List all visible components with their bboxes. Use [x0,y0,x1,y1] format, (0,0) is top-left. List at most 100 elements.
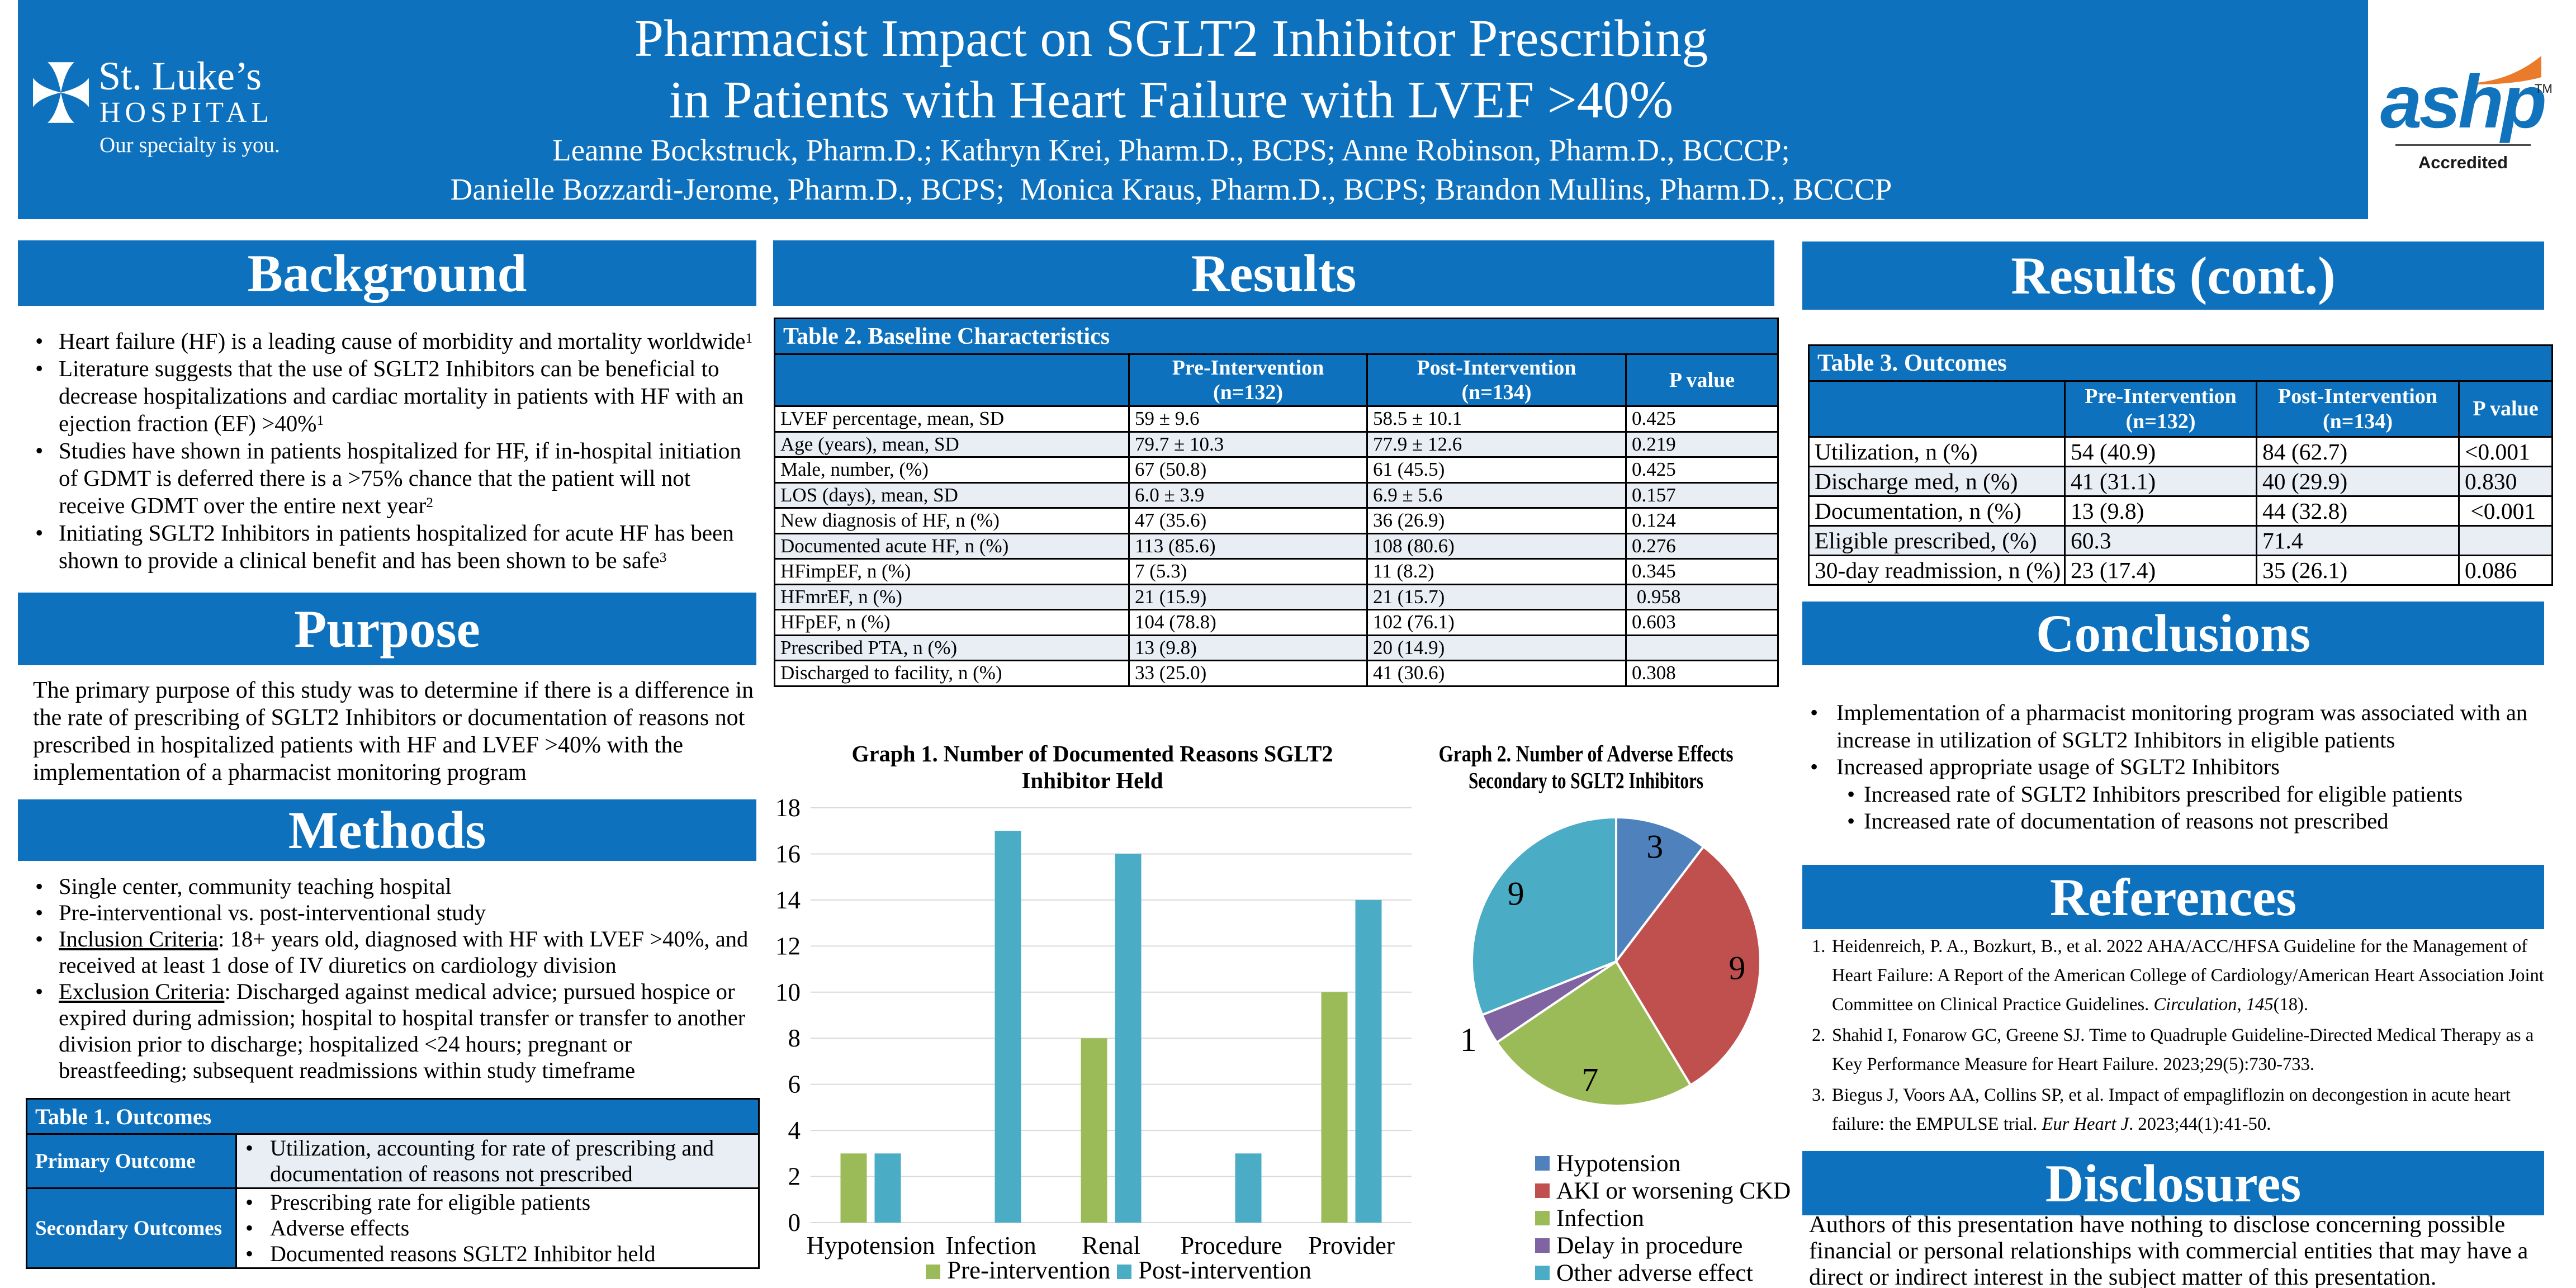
cell-value: 102 (76.1) [1366,609,1627,636]
svg-text:AKI or worsening CKD: AKI or worsening CKD [1556,1177,1791,1204]
ashp-wordmark: ashp [2380,60,2547,144]
column-header: Pre-Intervention (n=132) [1128,353,1368,408]
conclusions-bullets: Implementation of a pharmacist monitorin… [1802,699,2546,835]
row-label: Discharge med, n (%) [1808,466,2066,497]
svg-text:Graph 1. Number of Documented: Graph 1. Number of Documented Reasons SG… [852,741,1333,766]
cell-value: 0.157 [1625,481,1779,509]
disclosures-header: Disclosures [1802,1151,2544,1215]
svg-text:Secondary to SGLT2 Inhibitors: Secondary to SGLT2 Inhibitors [1469,768,1703,793]
column-header [774,353,1130,408]
row-label: LOS (days), mean, SD [774,481,1130,509]
cell-value [2457,525,2554,556]
poster-title-line2: in Patients with Heart Failure with LVEF… [669,71,1674,129]
background-bullets: Heart failure (HF) is a leading cause of… [18,328,756,574]
row-label: HFpEF, n (%) [774,609,1130,636]
table1-cell-bullet: • Utilization, accounting for rate of pre… [245,1135,714,1187]
svg-text:Infection: Infection [945,1232,1036,1259]
cell-value: 61 (45.5) [1366,456,1627,484]
row-label: HFmrEF, n (%) [774,583,1130,611]
svg-text:0: 0 [788,1209,801,1237]
hospital-tagline: Our specialty is you. [100,133,280,157]
cell-value: 21 (15.7) [1366,583,1627,611]
cell-value: 59 ± 9.6 [1128,405,1368,433]
cell-value: 60.3 [2064,525,2257,556]
cell-value: 104 (78.8) [1128,609,1368,636]
results-cont-header: Results (cont.) [1802,242,2544,310]
row-label: Prescribed PTA, n (%) [774,634,1130,662]
table1-cell-bullet: • Documented reasons SGLT2 Inhibitor held [245,1241,656,1266]
cell-value: 0.345 [1625,558,1779,585]
reference-3: 3. Biegus J, Voors AA, Collins SP, et al.… [1802,1081,2557,1139]
cell-value: <0.001 [2457,436,2554,467]
column-header: Pre-Intervention (n=132) [2064,380,2257,438]
cell-value: 0.830 [2457,466,2554,497]
svg-text:8: 8 [788,1024,801,1052]
methods-header: Methods [18,799,756,861]
table1-title: Table 1. Outcomes [25,1098,760,1135]
references-header: References [1802,865,2544,929]
table1-row-label: Primary Outcome [26,1133,237,1189]
methods-bullet-2: Pre-interventional vs. post-intervention… [18,899,756,926]
svg-text:4: 4 [788,1116,801,1144]
svg-text:10: 10 [775,978,801,1006]
conclusions-bullet-1: Implementation of a pharmacist monitorin… [1802,699,2546,754]
results-header: Results [773,240,1774,306]
svg-text:Post-intervention: Post-intervention [1138,1256,1311,1284]
column-header: P value [1625,353,1779,408]
cell-value: 0.086 [2457,555,2554,586]
column-header [1808,380,2066,438]
svg-text:Provider: Provider [1308,1232,1395,1259]
cell-value: 36 (26.9) [1366,507,1627,534]
cell-value: 13 (9.8) [2064,495,2257,527]
cell-value: 77.9 ± 12.6 [1366,430,1627,458]
cell-value: 35 (26.1) [2256,555,2460,586]
cell-value: 0.425 [1625,456,1779,484]
table1-row-value: • Prescribing rate for eligible patients •… [235,1187,760,1269]
svg-text:Hypotension: Hypotension [807,1232,935,1259]
cell-value: 13 (9.8) [1128,634,1368,662]
cell-value: <0.001 [2457,495,2554,527]
title-block: Pharmacist Impact on SGLT2 Inhibitor Pre… [310,0,2032,209]
conclusions-bullet-4: Increased rate of documentation of reaso… [1802,808,2546,835]
row-label: Discharged to facility, n (%) [774,660,1130,687]
svg-text:Other adverse effect: Other adverse effect [1556,1259,1753,1286]
cell-value: 0.276 [1625,532,1779,560]
cell-value: 23 (17.4) [2064,555,2257,586]
cell-value: 44 (32.8) [2256,495,2460,527]
pie-chart-adverse-effects: Graph 2. Number of Adverse EffectsSecond… [1439,741,1791,1286]
references-list: 1. Heidenreich, P. A., Bozkurt, B., et al… [1802,932,2557,1140]
purpose-text: The primary purpose of this study was to… [33,678,754,785]
cell-value: 0.308 [1625,660,1779,687]
column-header: P value [2457,380,2554,438]
purpose-header: Purpose [18,593,756,665]
row-label: Age (years), mean, SD [774,430,1130,458]
svg-text:16: 16 [775,840,801,868]
svg-text:Procedure: Procedure [1180,1232,1282,1259]
cell-value: 0.958 [1625,583,1779,611]
reference-number: 3. [1812,1085,1826,1105]
conclusions-bullet-2: Increased appropriate usage of SGLT2 Inh… [1802,754,2546,781]
svg-text:3: 3 [1646,828,1663,865]
svg-text:Delay in procedure: Delay in procedure [1556,1232,1742,1259]
background-bullet-2: Literature suggests that the use of SGLT… [18,355,756,437]
svg-text:Pre-intervention: Pre-intervention [947,1256,1110,1284]
svg-text:Inhibitor Held: Inhibitor Held [1022,768,1163,793]
cell-value: 6.0 ± 3.9 [1128,481,1368,509]
reference-number: 1. [1812,936,1826,956]
cell-value: 6.9 ± 5.6 [1366,481,1627,509]
methods-bullet-3: Inclusion Criteria: 18+ years old, diagn… [18,926,756,978]
header-banner: St. Luke’s HOSPITAL Our specialty is you… [18,0,2368,219]
ashp-tm: TM [2535,82,2553,96]
svg-text:12: 12 [775,932,801,960]
cell-value: 84 (62.7) [2256,436,2460,467]
row-label: New diagnosis of HF, n (%) [774,507,1130,534]
cell-value: 113 (85.6) [1128,532,1368,560]
cell-value: 71.4 [2256,525,2460,556]
table1-cell-bullet: • Prescribing rate for eligible patients [245,1190,591,1215]
cell-value: 40 (29.9) [2256,466,2460,497]
hospital-name-2: HOSPITAL [100,97,274,129]
bar-chart-documented-reasons: Graph 1. Number of Documented Reasons SG… [775,741,1412,1284]
authors-line1: Leanne Bockstruck, Pharm.D.; Kathryn Kre… [552,133,1790,167]
cell-value: 0.124 [1625,507,1779,534]
